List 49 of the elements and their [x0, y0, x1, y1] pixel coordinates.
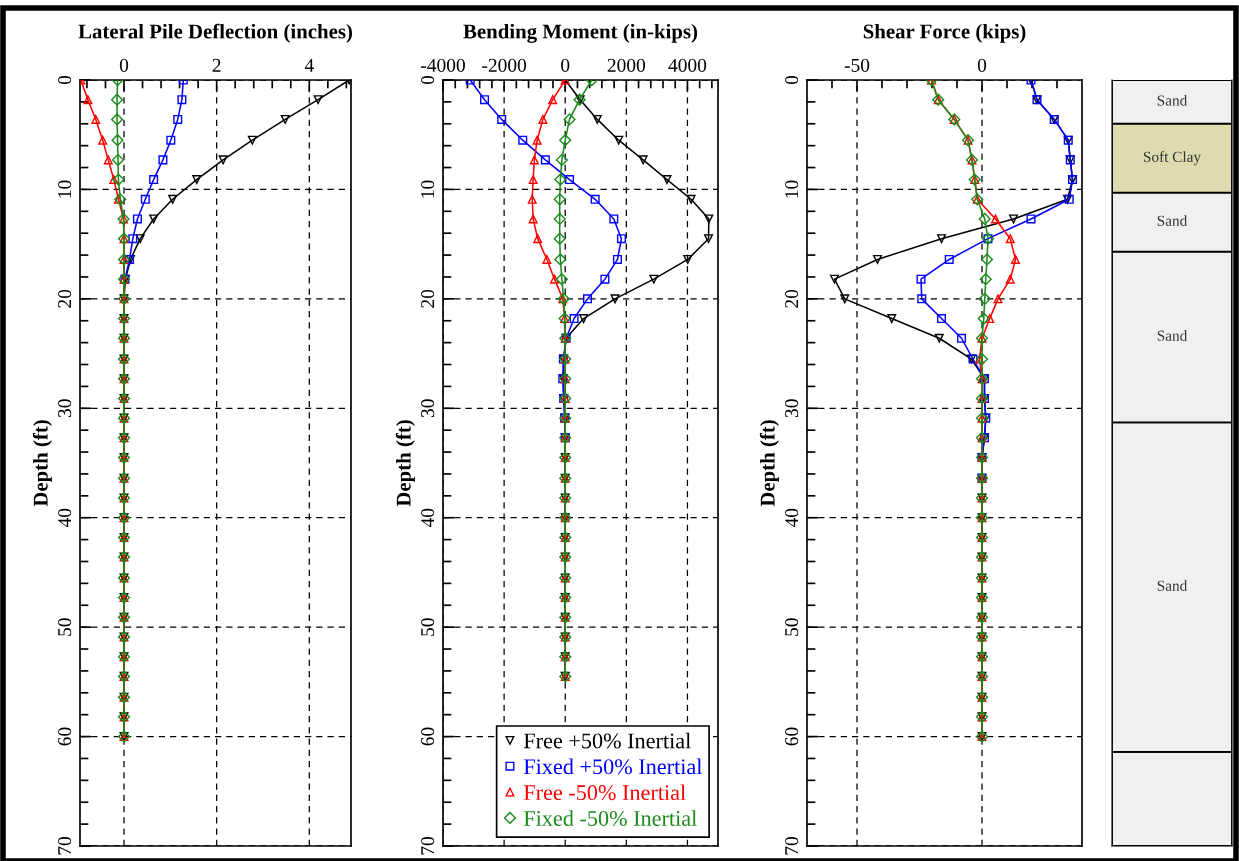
x-tick-label: 2000: [607, 58, 646, 72]
x-tick-label: 2: [212, 58, 221, 72]
y-tick-label: 0: [785, 75, 799, 85]
x-tick-label: 0: [977, 58, 987, 72]
chart-title: Lateral Pile Deflection (inches): [78, 23, 352, 43]
series-label: Sand: [1157, 94, 1188, 106]
legend-label: Fixed -50% Inertial: [523, 810, 697, 826]
chart-title: Bending Moment (in-kips): [463, 23, 698, 43]
legend-label: Free -50% Inertial: [523, 784, 686, 801]
chart-title: Shear Force (kips): [863, 23, 1026, 43]
y-axis-title: Depth (ft): [759, 420, 779, 507]
y-axis-title: Depth (ft): [32, 420, 52, 507]
y-tick-label: 50: [58, 618, 72, 636]
x-tick-label: 4000: [668, 58, 707, 72]
y-tick-label: 70: [785, 837, 799, 855]
series-label: Sand: [1157, 330, 1188, 341]
y-tick-label: 30: [421, 399, 435, 418]
y-tick-label: 20: [785, 289, 799, 308]
y-tick-label: 0: [421, 75, 435, 85]
y-tick-label: 30: [58, 399, 72, 418]
y-tick-label: 10: [785, 180, 799, 198]
x-tick-label: 0: [119, 58, 129, 72]
y-tick-label: 10: [58, 180, 72, 198]
y-tick-label: 50: [785, 618, 799, 636]
y-tick-label: 0: [58, 75, 72, 85]
x-tick-label: -2000: [482, 58, 527, 72]
y-tick-label: 40: [785, 508, 799, 528]
series-label: Sand: [1157, 215, 1188, 226]
legend-label: Free +50% Inertial: [523, 732, 691, 749]
y-tick-label: 50: [421, 618, 435, 636]
y-tick-label: 20: [58, 289, 72, 308]
y-tick-label: 20: [421, 289, 435, 308]
x-tick-label: -50: [844, 58, 870, 72]
y-tick-label: 40: [58, 508, 72, 528]
y-tick-label: 60: [421, 727, 435, 746]
x-tick-label: -4000: [421, 58, 465, 72]
y-tick-label: 10: [421, 180, 435, 198]
y-tick-label: 30: [785, 399, 799, 418]
series-label: Sand: [1157, 580, 1188, 591]
y-axis-title: Depth (ft): [395, 420, 415, 507]
legend-label: Fixed +50% Inertial: [523, 758, 702, 775]
x-tick-label: 4: [304, 58, 314, 72]
x-tick-label: 0: [561, 58, 570, 72]
y-tick-label: 60: [58, 727, 72, 746]
y-tick-label: 40: [421, 508, 435, 528]
series-label: Soft Clay: [1143, 151, 1202, 166]
y-tick-label: 60: [785, 727, 799, 746]
y-tick-label: 70: [421, 837, 435, 855]
y-tick-label: 70: [58, 837, 72, 855]
